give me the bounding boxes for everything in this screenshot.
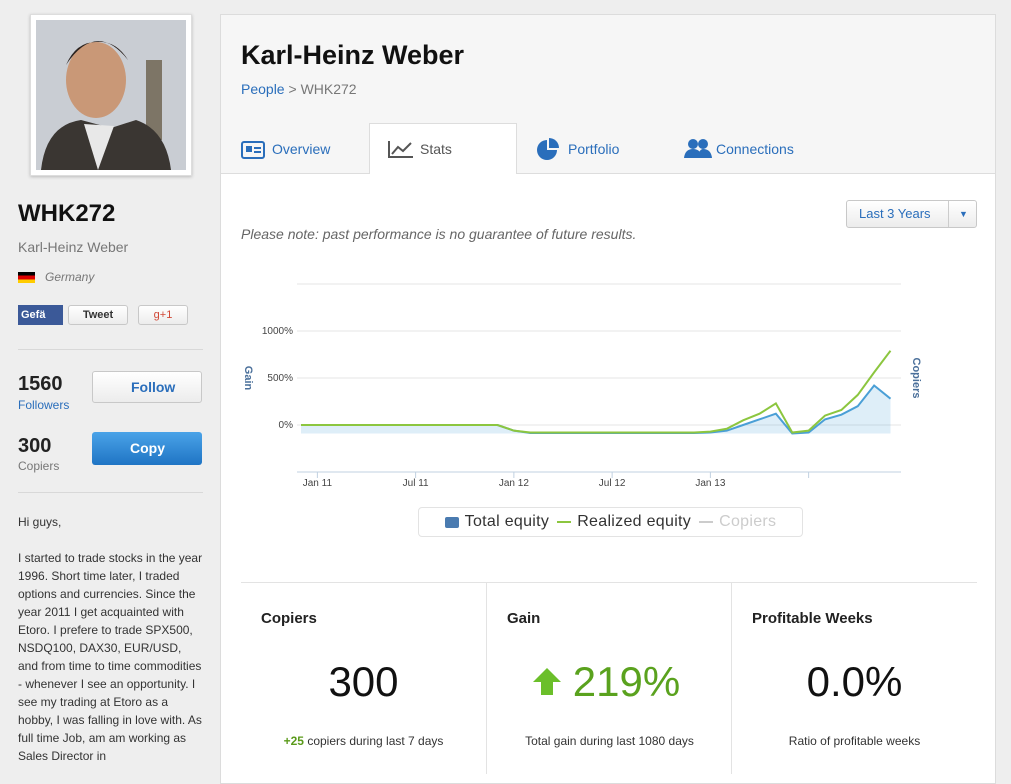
tab-label: Stats xyxy=(420,141,452,157)
full-name: Karl-Heinz Weber xyxy=(18,239,129,255)
breadcrumb-current: WHK272 xyxy=(300,81,357,97)
tweet-button[interactable]: Tweet xyxy=(68,305,128,325)
divider xyxy=(241,582,977,583)
stat-detail: +25 copiers during last 7 days xyxy=(241,734,486,748)
follow-button[interactable]: Follow xyxy=(92,371,202,403)
stat-card: Profitable Weeks 0.0% Ratio of profitable … xyxy=(731,583,977,774)
legend-label: Copiers xyxy=(719,513,777,530)
stat-title: Copiers xyxy=(261,610,317,627)
legend-key xyxy=(557,521,572,523)
tab[interactable]: Portfolio xyxy=(536,124,619,173)
tab-label: Connections xyxy=(716,140,794,157)
copiers-count: 300 xyxy=(18,435,52,457)
legend-item[interactable]: Copiers xyxy=(699,513,776,531)
tab-icon xyxy=(537,137,559,160)
bio-paragraph: I started to trade stocks in the year 19… xyxy=(18,551,203,763)
tab[interactable]: Overview xyxy=(241,124,330,173)
breadcrumb-separator: > xyxy=(288,81,297,97)
legend-label: Total equity xyxy=(464,513,550,530)
legend-key xyxy=(444,516,459,528)
tab-active[interactable]: Stats xyxy=(369,123,517,174)
stat-value: 300 xyxy=(328,658,399,705)
copy-button[interactable]: Copy xyxy=(92,432,202,465)
country: Germany xyxy=(45,270,95,284)
disclaimer: Please note: past performance is no guar… xyxy=(241,226,637,242)
tab[interactable]: Connections xyxy=(684,124,794,173)
legend-label: Realized equity xyxy=(577,513,692,530)
bio: Hi guys, I started to trade stocks in th… xyxy=(18,513,203,765)
stat-detail: Ratio of profitable weeks xyxy=(788,734,921,748)
x-tick-label: Jul 11 xyxy=(403,478,429,489)
chart: Gain Copiers 0% 500% 1000% Jan 11 Jul 11 Jan … xyxy=(242,283,922,489)
area xyxy=(301,385,891,434)
legend-key xyxy=(699,521,714,523)
stat-card: Copiers 300 +25 copiers during last 7 days xyxy=(241,583,486,774)
x-tick-label: Jul 12 xyxy=(599,478,626,489)
tab-label: Portfolio xyxy=(568,140,620,157)
tab-label: Overview xyxy=(272,140,331,157)
breadcrumb-link[interactable]: People xyxy=(241,81,285,97)
stat-change: +25 xyxy=(283,734,304,748)
stat-value: 0.0% xyxy=(806,658,903,705)
stat-card: Gain 219% Total gain during last 1080 days xyxy=(486,583,732,774)
legend: Total equity Realized equity Copiers xyxy=(418,507,803,537)
y-tick-label: 0% xyxy=(279,420,294,431)
stat-title: Gain xyxy=(507,610,541,627)
facebook-like[interactable]: Gefä xyxy=(18,305,63,325)
divider xyxy=(18,349,203,350)
legend-item[interactable]: Total equity xyxy=(444,513,550,531)
up-arrow xyxy=(533,668,561,695)
copiers-label: Copiers xyxy=(18,459,60,473)
x-tick-label: Jan 12 xyxy=(499,478,529,489)
username: WHK272 xyxy=(18,200,116,227)
breadcrumb: People > WHK272 xyxy=(241,81,357,97)
avatar xyxy=(36,20,186,170)
range-select[interactable]: Last 3 Years ▼ xyxy=(846,200,977,228)
y-tick-label: 1000% xyxy=(262,326,293,337)
tab-icon xyxy=(388,141,413,158)
gplus-button[interactable]: g+1 xyxy=(138,305,188,325)
tab-icon xyxy=(684,138,712,158)
y-tick-label: 500% xyxy=(267,373,293,384)
stat-detail: Total gain during last 1080 days xyxy=(525,734,694,748)
bio-paragraph: Hi guys, xyxy=(18,515,62,529)
followers-label: Followers xyxy=(18,398,70,412)
x-tick-label: Jan 13 xyxy=(695,478,725,489)
y-axis-label: Gain xyxy=(242,366,254,391)
tab-icon xyxy=(241,140,265,159)
avatar-frame xyxy=(30,14,192,176)
flag xyxy=(18,272,35,283)
tab-bar xyxy=(221,124,995,174)
stat-title: Profitable Weeks xyxy=(752,610,873,627)
x-tick-label: Jan 11 xyxy=(303,478,333,489)
series-line xyxy=(301,350,892,434)
dropdown-caret: ▼ xyxy=(948,201,978,227)
range-label: Last 3 Years xyxy=(859,206,931,221)
legend-item[interactable]: Realized equity xyxy=(557,513,691,531)
divider xyxy=(18,492,203,493)
page-title: Karl-Heinz Weber xyxy=(241,40,465,70)
y2-axis-label: Copiers xyxy=(910,358,922,399)
stat-detail-text: copiers during last 7 days xyxy=(307,734,444,748)
followers-count: 1560 xyxy=(18,373,63,395)
stat-value: 219% xyxy=(572,658,681,705)
